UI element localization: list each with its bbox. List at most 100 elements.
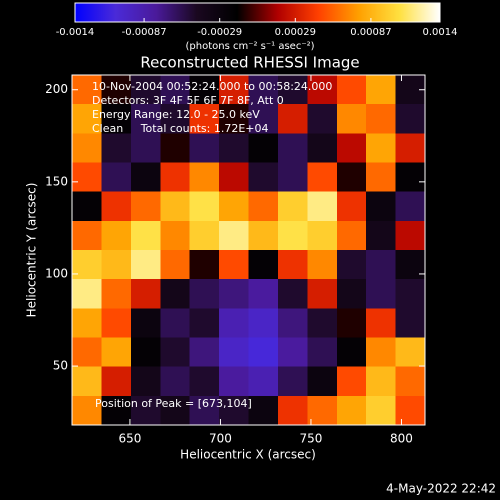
cell <box>307 220 338 251</box>
cell <box>189 75 220 105</box>
cell <box>72 104 102 134</box>
cell <box>366 250 397 280</box>
cell <box>72 162 102 193</box>
cell <box>189 395 220 426</box>
y-tick-label: 200 <box>45 82 68 96</box>
cell <box>160 104 191 134</box>
cell <box>160 191 191 222</box>
cell <box>101 133 132 163</box>
timestamp: 4-May-2022 22:42 <box>386 482 496 496</box>
y-tick-label: 100 <box>45 266 68 280</box>
x-tick-label: 650 <box>118 432 141 446</box>
cell <box>277 366 308 397</box>
cell <box>248 337 279 368</box>
cell <box>189 279 220 309</box>
cell <box>72 366 102 397</box>
cell <box>189 191 220 222</box>
cell <box>219 133 249 163</box>
cell <box>101 395 132 426</box>
cell <box>189 133 220 163</box>
colorbar-label: (photons cm⁻² s⁻¹ asec⁻²) <box>185 41 314 52</box>
cell <box>336 308 367 338</box>
peak-note: Position of Peak = [673,104] <box>95 397 252 410</box>
cell <box>72 337 102 368</box>
cell <box>160 366 191 397</box>
cell <box>336 162 367 193</box>
cell <box>395 308 426 338</box>
cell <box>130 220 161 251</box>
cell <box>189 104 220 134</box>
cell <box>336 337 367 368</box>
cell <box>219 337 249 368</box>
cell <box>307 133 338 163</box>
cell <box>72 191 102 222</box>
cell <box>219 162 249 193</box>
cell <box>219 279 249 309</box>
cell <box>248 75 279 105</box>
cell <box>101 75 132 105</box>
cell <box>130 308 161 338</box>
cell <box>72 220 102 251</box>
cell <box>366 395 397 426</box>
cell <box>72 308 102 338</box>
cell <box>277 337 308 368</box>
cell <box>395 279 426 309</box>
cell <box>189 250 220 280</box>
cell <box>160 133 191 163</box>
cell <box>366 133 397 163</box>
cell <box>248 220 279 251</box>
annotation: 10-Nov-2004 00:52:24.000 to 00:58:24.000 <box>92 80 332 93</box>
cell <box>219 250 249 280</box>
cell <box>336 395 367 426</box>
cell <box>219 220 249 251</box>
cell <box>307 75 338 105</box>
cell <box>366 279 397 309</box>
cell <box>366 104 397 134</box>
cell <box>160 250 191 280</box>
cell <box>101 104 132 134</box>
cell <box>101 308 132 338</box>
cell <box>160 308 191 338</box>
colorbar-tick-label: 0.00087 <box>350 27 391 38</box>
y-tick-label: 150 <box>45 174 68 188</box>
cell <box>101 279 132 309</box>
cell <box>395 366 426 397</box>
cell <box>101 162 132 193</box>
plot-frame <box>71 74 426 426</box>
cell <box>366 220 397 251</box>
cell <box>248 250 279 280</box>
cell <box>366 308 397 338</box>
cell <box>189 337 220 368</box>
colorbar-tick-label: -0.0014 <box>56 27 95 38</box>
cell <box>307 104 338 134</box>
cell <box>336 75 367 105</box>
cell <box>277 308 308 338</box>
cell <box>395 191 426 222</box>
cell <box>277 133 308 163</box>
cell <box>277 75 308 105</box>
cell <box>307 191 338 222</box>
cell <box>248 191 279 222</box>
annotation: Energy Range: 12.0 - 25.0 keV <box>92 108 260 121</box>
cell <box>72 133 102 163</box>
cell <box>130 250 161 280</box>
x-tick-label: 800 <box>390 432 413 446</box>
cell <box>307 308 338 338</box>
cell <box>277 279 308 309</box>
cell <box>160 220 191 251</box>
colorbar-tick-label: -0.00087 <box>122 27 167 38</box>
cell <box>189 162 220 193</box>
annotation: Detectors: 3F 4F 5F 6F 7F 8F, Att 0 <box>92 94 284 107</box>
cell <box>160 75 191 105</box>
cell <box>130 366 161 397</box>
cell <box>336 133 367 163</box>
cell <box>72 395 102 426</box>
y-axis-label: Heliocentric Y (arcsec) <box>25 183 39 318</box>
cell <box>277 104 308 134</box>
cell <box>336 220 367 251</box>
cell <box>189 308 220 338</box>
cell <box>307 366 338 397</box>
colorbar-tick-label: -0.00029 <box>197 27 242 38</box>
x-tick-label: 750 <box>300 432 323 446</box>
